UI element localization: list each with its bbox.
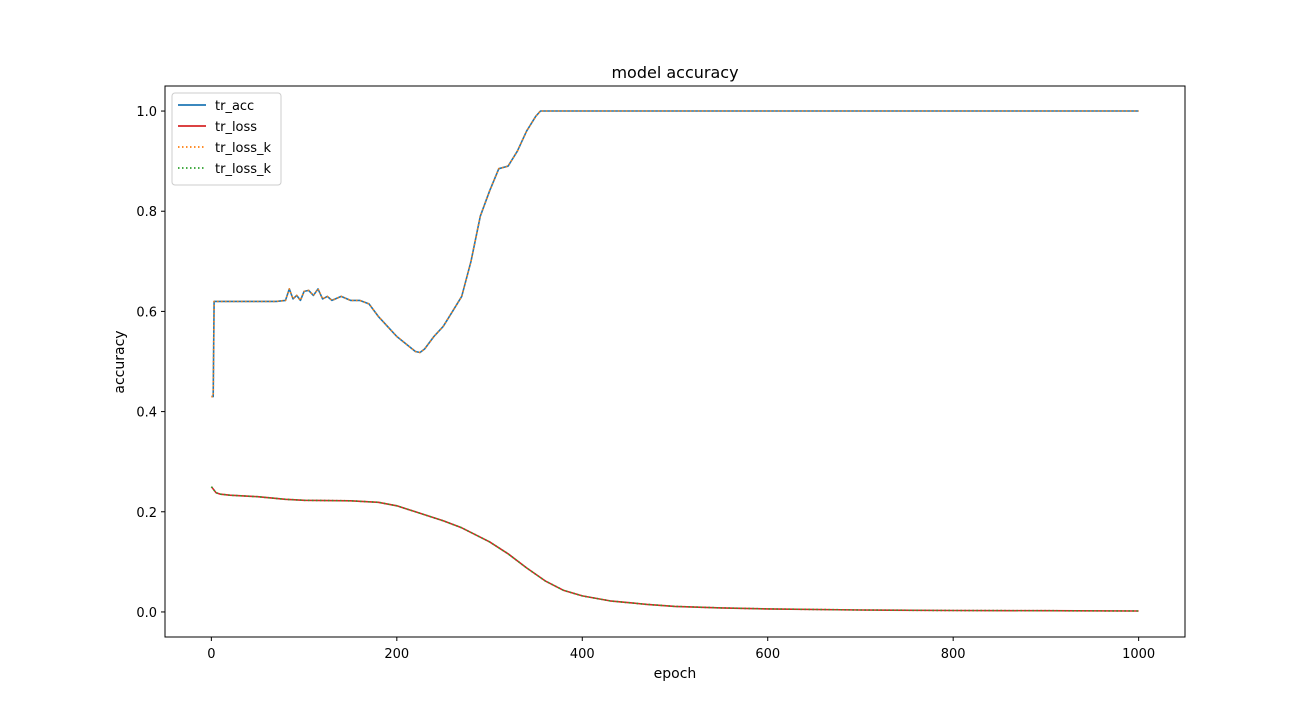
legend-label: tr_loss_k — [215, 162, 272, 177]
y-tick-label: 1.0 — [136, 105, 157, 120]
x-tick-label: 200 — [384, 647, 409, 662]
x-tick-label: 600 — [755, 647, 780, 662]
x-tick-label: 400 — [570, 647, 595, 662]
y-axis-ticks: 0.0 0.2 0.4 0.6 0.8 1.0 — [136, 105, 165, 621]
series-layer — [210, 110, 1139, 612]
x-axis-label: epoch — [654, 666, 697, 682]
series-line-3 — [210, 486, 1139, 612]
plot-frame — [164, 85, 1186, 638]
x-tick-label: 800 — [941, 647, 966, 662]
y-tick-label: 0.6 — [136, 305, 157, 320]
x-tick-label: 0 — [207, 647, 215, 662]
x-tick-label: 1000 — [1122, 647, 1155, 662]
series-line-2 — [211, 110, 1139, 398]
legend: tr_acc tr_loss tr_loss_k tr_loss_k — [171, 92, 282, 186]
y-tick-label: 0.8 — [136, 205, 157, 220]
legend-label: tr_loss_k — [215, 141, 272, 156]
legend-label: tr_acc — [215, 99, 254, 114]
x-axis-ticks: 0 200 400 600 800 1000 — [207, 637, 1155, 662]
y-tick-label: 0.0 — [136, 606, 157, 621]
legend-label: tr_loss — [215, 120, 257, 135]
chart-title: model accuracy — [611, 63, 738, 82]
legend-box — [171, 92, 282, 186]
y-tick-label: 0.2 — [136, 506, 157, 521]
y-tick-label: 0.4 — [136, 406, 157, 421]
y-axis-label: accuracy — [112, 330, 128, 393]
